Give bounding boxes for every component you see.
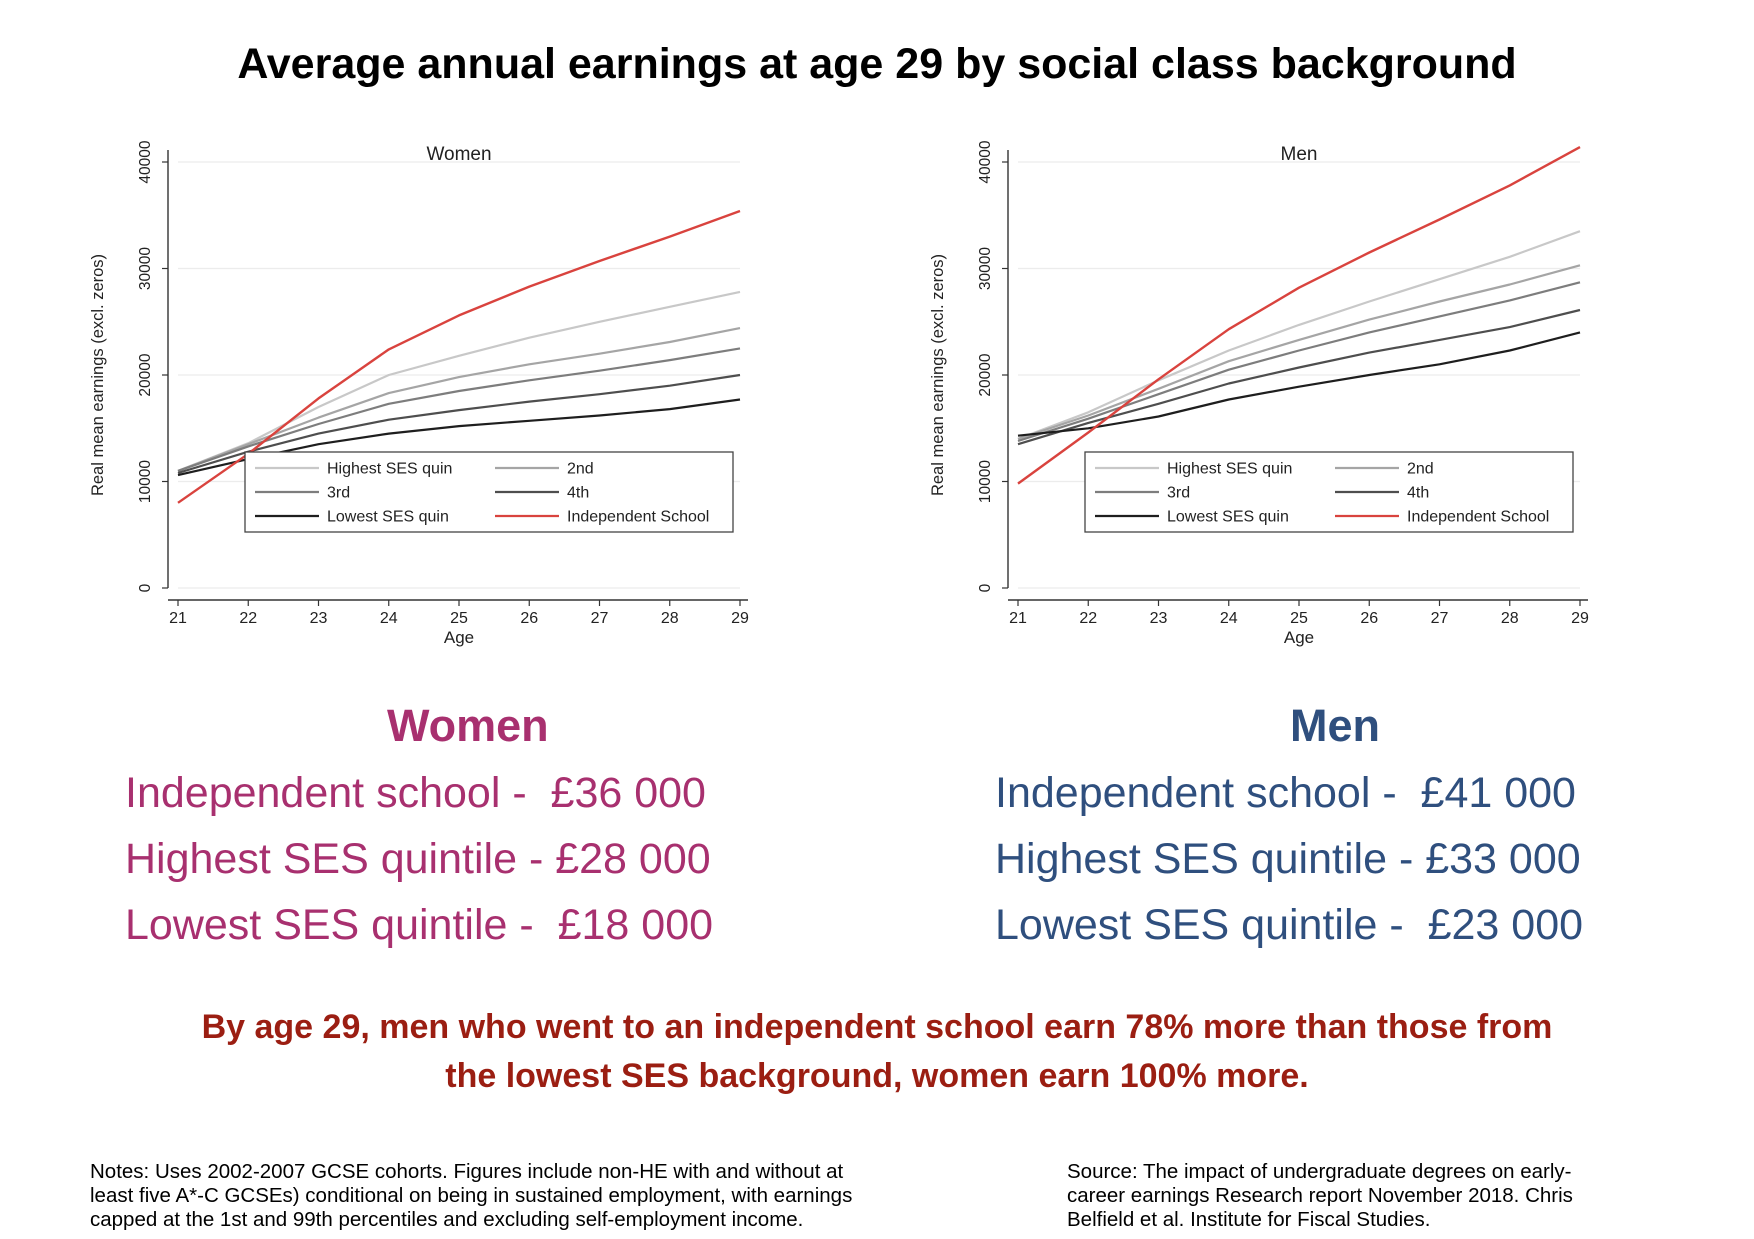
- notes-footnote: Notes: Uses 2002-2007 GCSE cohorts. Figu…: [90, 1160, 960, 1232]
- women-lowest-ses-earnings: Lowest SES quintile - £18 000: [125, 901, 714, 949]
- women-highest-ses-earnings: Highest SES quintile - £28 000: [125, 835, 711, 883]
- men-summary-title: Men: [1290, 700, 1380, 751]
- conclusion-line: the lowest SES background, women earn 10…: [445, 1057, 1309, 1095]
- men-lowest-ses-earnings: Lowest SES quintile - £23 000: [995, 901, 1584, 949]
- x-axis-title: Age: [1284, 628, 1314, 647]
- x-tick-label: 23: [1150, 610, 1168, 627]
- x-tick-label: 26: [1360, 610, 1378, 627]
- x-tick-label: 23: [310, 610, 328, 627]
- legend-label: Lowest SES quin: [1167, 509, 1289, 526]
- x-tick-label: 28: [661, 610, 679, 627]
- y-tick-label: 10000: [977, 460, 994, 503]
- y-tick-label: 40000: [977, 140, 994, 183]
- notes-line: least five A*-C GCSEs) conditional on be…: [90, 1184, 853, 1207]
- legend-label: 3rd: [327, 485, 350, 502]
- legend-label: 4th: [567, 485, 589, 502]
- source-line: Source: The impact of undergraduate degr…: [1067, 1160, 1572, 1183]
- series-line-2nd: [177, 327, 741, 472]
- legend-label: Highest SES quin: [1167, 461, 1292, 478]
- x-tick-label: 25: [1290, 610, 1308, 627]
- conclusion-text: By age 29, men who went to an independen…: [0, 1003, 1754, 1101]
- x-tick-label: 22: [239, 610, 257, 627]
- x-tick-label: 24: [1220, 610, 1238, 627]
- y-tick-label: 30000: [977, 247, 994, 290]
- y-tick-label: 30000: [137, 247, 154, 290]
- chart-title: Women: [426, 144, 491, 165]
- notes-line: capped at the 1st and 99th percentiles a…: [90, 1208, 804, 1231]
- source-footnote: Source: The impact of undergraduate degr…: [1067, 1160, 1667, 1232]
- chart-women-svg: Women 0 10000 20000 30000 40000 21 22 23 24 25 26 27…: [89, 140, 749, 647]
- legend-box: [244, 451, 734, 533]
- legend-label: 4th: [1407, 485, 1429, 502]
- series-line-3rd: [1017, 281, 1581, 443]
- x-tick-label: 24: [380, 610, 398, 627]
- legend-label: 3rd: [1167, 485, 1190, 502]
- x-tick-label: 29: [1571, 610, 1589, 627]
- series-line-2nd: [1017, 264, 1581, 440]
- series-line-independent-school: [1017, 146, 1581, 485]
- series-line-independent-school: [177, 209, 741, 504]
- y-tick-label: 40000: [137, 140, 154, 183]
- page-title: Average annual earnings at age 29 by soc…: [237, 40, 1517, 88]
- y-tick-label: 0: [977, 583, 994, 592]
- legend-label: 2nd: [567, 461, 594, 478]
- x-tick-label: 29: [731, 610, 749, 627]
- series-line-4th: [177, 373, 741, 475]
- men-summary: Men Independent school - £41 000 Highest…: [995, 700, 1754, 966]
- y-tick-label: 20000: [977, 353, 994, 396]
- series-line-3rd: [177, 347, 741, 472]
- legend-label: Highest SES quin: [327, 461, 452, 478]
- series-line-lowest-ses-quin: [1017, 331, 1581, 437]
- chart-men-svg: Men 0 10000 20000 30000 40000 21 22 23 24 25 26 27 28…: [929, 140, 1589, 647]
- x-axis-title: Age: [444, 628, 474, 647]
- series-line-4th: [1017, 308, 1581, 446]
- y-axis-title: Real mean earnings (excl. zeros): [929, 254, 947, 496]
- x-tick-label: 28: [1501, 610, 1519, 627]
- chart-women: Women 0 10000 20000 30000 40000 21 22 23 24 25 26 27…: [85, 140, 865, 680]
- y-tick-label: 0: [137, 583, 154, 592]
- notes-line: Notes: Uses 2002-2007 GCSE cohorts. Figu…: [90, 1160, 844, 1183]
- legend-label: Lowest SES quin: [327, 509, 449, 526]
- y-tick-label: 20000: [137, 353, 154, 396]
- women-summary-title: Women: [387, 700, 549, 751]
- women-summary: Women Independent school - £36 000 Highe…: [125, 700, 885, 966]
- x-tick-label: 27: [591, 610, 609, 627]
- conclusion-line: By age 29, men who went to an independen…: [201, 1008, 1553, 1046]
- x-tick-label: 21: [1009, 610, 1027, 627]
- men-independent-school-earnings: Independent school - £41 000: [995, 769, 1576, 817]
- women-independent-school-earnings: Independent school - £36 000: [125, 769, 706, 817]
- source-line: career earnings Research report November…: [1067, 1184, 1573, 1207]
- legend-box: [1084, 451, 1574, 533]
- source-line: Belfield et al. Institute for Fiscal Stu…: [1067, 1208, 1431, 1231]
- x-tick-label: 27: [1431, 610, 1449, 627]
- men-highest-ses-earnings: Highest SES quintile - £33 000: [995, 835, 1581, 883]
- chart-title: Men: [1281, 144, 1318, 165]
- x-tick-label: 22: [1079, 610, 1097, 627]
- y-axis-title: Real mean earnings (excl. zeros): [89, 254, 107, 496]
- x-tick-label: 26: [520, 610, 538, 627]
- chart-men: Men 0 10000 20000 30000 40000 21 22 23 24 25 26 27 28…: [925, 140, 1705, 680]
- series-line-highest-ses-quin: [177, 290, 741, 472]
- series-line-highest-ses-quin: [1017, 230, 1581, 440]
- x-tick-label: 25: [450, 610, 468, 627]
- x-tick-label: 21: [169, 610, 187, 627]
- y-tick-label: 10000: [137, 460, 154, 503]
- legend-label: Independent School: [567, 509, 709, 526]
- legend-label: Independent School: [1407, 509, 1549, 526]
- legend-label: 2nd: [1407, 461, 1434, 478]
